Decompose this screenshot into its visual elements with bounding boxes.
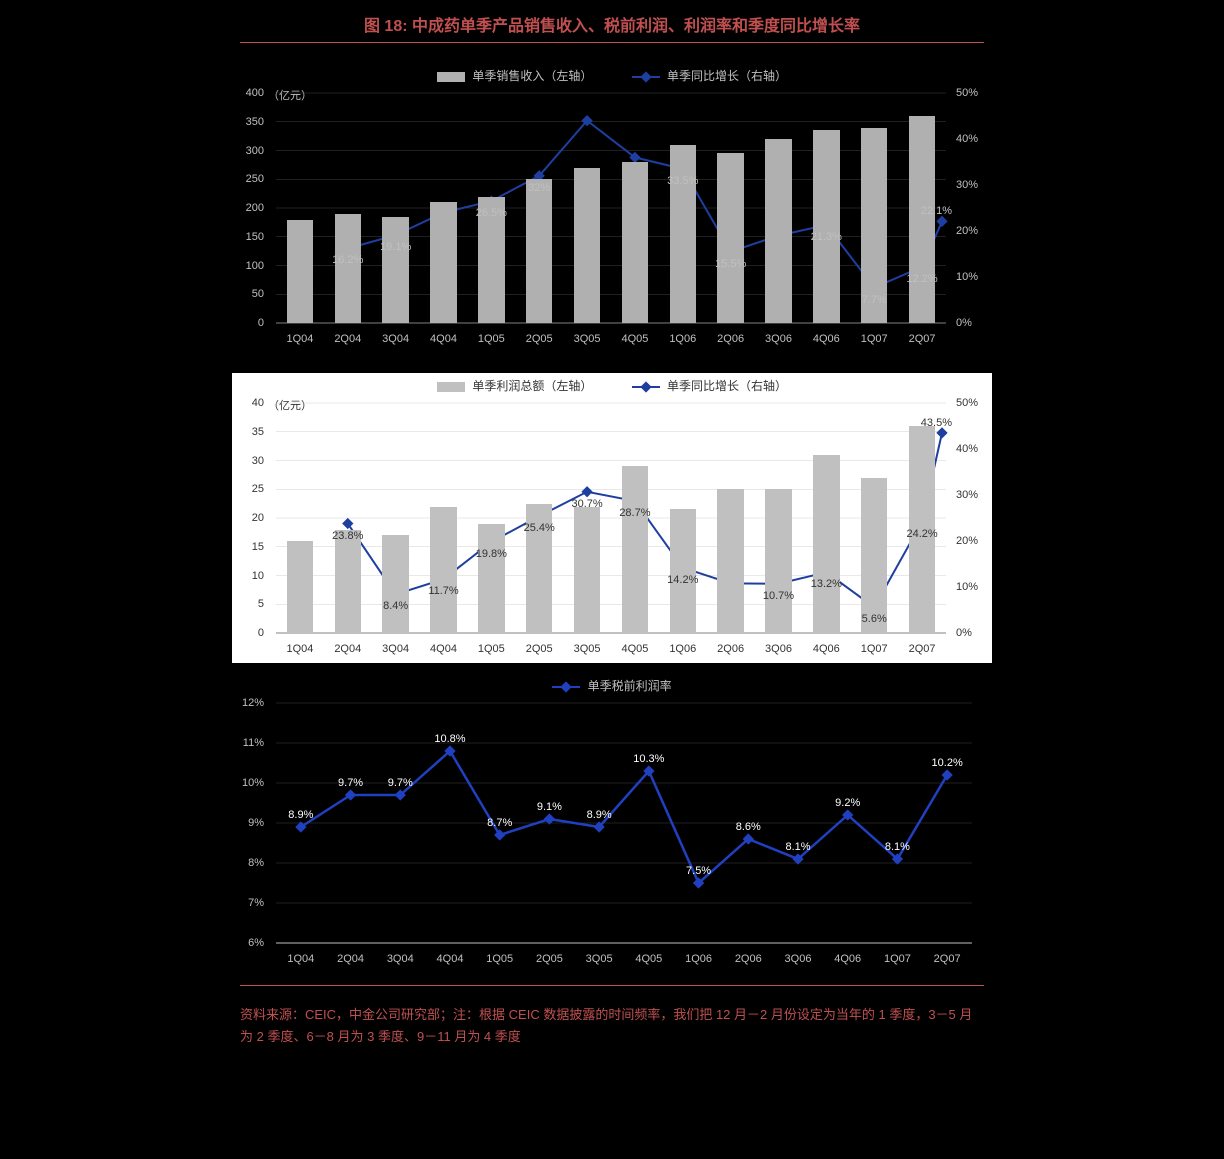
- legend-line-3: 单季税前利润率: [552, 677, 671, 694]
- legend-bar-swatch-2: [437, 382, 465, 392]
- legend-line-2: 单季同比增长（右轴）: [632, 377, 787, 394]
- figure-title: 图 18: 中成药单季产品销售收入、税前利润、利润率和季度同比增长率: [0, 0, 1224, 36]
- title-underline: [240, 42, 984, 43]
- legend-line-swatch-3: [552, 686, 580, 688]
- footnote-overline: [240, 985, 984, 986]
- legend-line-1: 单季同比增长（右轴）: [632, 67, 787, 84]
- chart-profit-total: 单季利润总额（左轴） 单季同比增长（右轴） （亿元） 0510152025303…: [232, 373, 992, 663]
- legend-line-label-2: 单季同比增长（右轴）: [667, 379, 787, 393]
- chart-sales-revenue: 单季销售收入（左轴） 单季同比增长（右轴） （亿元） 0501001502002…: [232, 63, 992, 353]
- chart1-legend: 单季销售收入（左轴） 单季同比增长（右轴）: [232, 67, 992, 84]
- chart-profit-margin: 单季税前利润率 6%7%8%9%10%11%12%1Q042Q043Q044Q0…: [232, 673, 992, 973]
- chart1-unit: （亿元）: [268, 87, 312, 103]
- chart2-unit: （亿元）: [268, 397, 312, 413]
- chart2-legend: 单季利润总额（左轴） 单季同比增长（右轴）: [232, 377, 992, 394]
- legend-bar-swatch: [437, 72, 465, 82]
- legend-bar-label: 单季销售收入（左轴）: [472, 69, 592, 83]
- page-root: 图 18: 中成药单季产品销售收入、税前利润、利润率和季度同比增长率 单季销售收…: [0, 0, 1224, 1159]
- diamond-icon: [561, 681, 572, 692]
- diamond-icon: [640, 71, 651, 82]
- legend-line-label: 单季同比增长（右轴）: [667, 69, 787, 83]
- legend-line-swatch-2: [632, 386, 660, 388]
- legend-line-swatch: [632, 76, 660, 78]
- legend-line-label-3: 单季税前利润率: [588, 679, 672, 693]
- diamond-icon: [640, 381, 651, 392]
- footnote-text: 资料来源：CEIC，中金公司研究部；注：根据 CEIC 数据披露的时间频率，我们…: [240, 1004, 984, 1048]
- chart3-legend: 单季税前利润率: [232, 677, 992, 694]
- legend-bar-label-2: 单季利润总额（左轴）: [472, 379, 592, 393]
- legend-bar-1: 单季销售收入（左轴）: [437, 67, 592, 84]
- legend-bar-2: 单季利润总额（左轴）: [437, 377, 592, 394]
